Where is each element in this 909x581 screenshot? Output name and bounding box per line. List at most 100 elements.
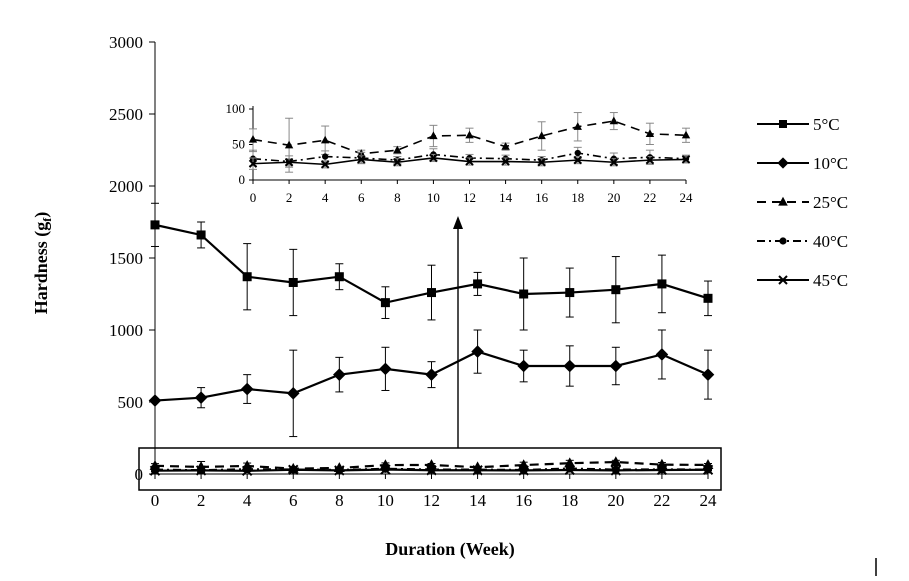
point-45c — [564, 464, 575, 476]
point-10c — [609, 359, 623, 373]
point-45c — [610, 465, 622, 476]
point-45c — [288, 464, 299, 476]
legend-marker-5c — [779, 120, 787, 128]
point-45c — [518, 465, 529, 476]
point-10c — [286, 387, 300, 400]
point-45c — [195, 465, 207, 476]
x-tick-label: 20 — [607, 491, 624, 510]
point-5c — [380, 298, 390, 308]
legend-label-10c: 10°C — [813, 154, 848, 173]
point-10c — [563, 359, 577, 373]
inset-background — [200, 98, 700, 210]
point-45c — [380, 464, 391, 475]
inset-point-25c — [429, 131, 438, 140]
point-45c — [656, 464, 668, 476]
y-tick-label: 500 — [118, 393, 144, 412]
point-45c — [334, 465, 345, 476]
x-tick-label: 4 — [243, 491, 252, 510]
legend-marker-25c — [778, 196, 788, 206]
zoom-arrow-head — [453, 216, 463, 229]
inset-point-45c — [537, 158, 546, 167]
y-tick-label: 2000 — [109, 177, 143, 196]
point-5c — [565, 288, 575, 298]
point-5c — [150, 220, 160, 230]
y-axis-title-close: ) — [31, 212, 52, 218]
inset-point-25c — [393, 145, 402, 154]
point-10c — [148, 394, 162, 407]
x-tick-label: 12 — [423, 491, 440, 510]
point-45c — [241, 465, 253, 477]
inset-point-45c — [609, 158, 619, 167]
inset-x-tick-label: 6 — [358, 190, 365, 205]
x-tick-label: 10 — [377, 491, 394, 510]
legend-label-25c: 25°C — [813, 193, 848, 212]
inset-x-tick-label: 16 — [535, 190, 549, 205]
point-5c — [196, 230, 206, 240]
x-tick-label: 6 — [289, 491, 298, 510]
y-tick-label: 3000 — [109, 33, 143, 52]
inset-point-45c — [465, 157, 474, 166]
inset-point-25c — [537, 131, 546, 140]
inset-point-25c — [284, 140, 294, 149]
point-5c — [703, 293, 713, 303]
inset-y-tick-label: 50 — [232, 137, 245, 152]
point-45c — [149, 465, 161, 476]
point-5c — [657, 279, 667, 289]
point-45c — [702, 464, 714, 476]
inset-point-45c — [681, 155, 691, 164]
inset-x-tick-label: 20 — [607, 190, 620, 205]
point-5c — [427, 288, 436, 298]
inset-x-tick-label: 22 — [643, 190, 656, 205]
y-tick-label: 2500 — [109, 105, 143, 124]
x-tick-label: 8 — [335, 491, 344, 510]
legend-marker-10c — [777, 157, 789, 169]
y-axis-title-main: Hardness (g — [31, 222, 52, 315]
x-tick-label: 22 — [653, 491, 670, 510]
inset-point-25c — [248, 134, 258, 143]
x-tick-label: 14 — [469, 491, 487, 510]
point-45c — [426, 465, 437, 476]
point-5c — [242, 272, 252, 282]
point-10c — [333, 368, 346, 381]
inset-point-40c — [574, 149, 581, 157]
inset-point-25c — [465, 130, 474, 139]
inset-x-tick-label: 12 — [463, 190, 476, 205]
inset-point-45c — [248, 159, 258, 168]
inset-point-25c — [573, 122, 582, 130]
inset-point-45c — [320, 160, 330, 169]
point-45c — [472, 465, 483, 476]
inset-point-45c — [284, 158, 294, 167]
x-tick-label: 0 — [151, 491, 160, 510]
y-tick-label: 1500 — [109, 249, 143, 268]
inset-y-tick-label: 0 — [239, 172, 246, 187]
inset-x-tick-label: 24 — [680, 190, 694, 205]
inset-x-tick-label: 4 — [322, 190, 329, 205]
point-10c — [194, 391, 208, 404]
inset-point-45c — [501, 157, 510, 166]
point-10c — [471, 345, 484, 358]
point-10c — [517, 359, 530, 373]
x-tick-label: 18 — [561, 491, 578, 510]
inset-y-tick-label: 100 — [226, 101, 246, 116]
inset-point-45c — [393, 158, 402, 167]
point-10c — [701, 368, 715, 381]
inset-x-tick-label: 0 — [250, 190, 257, 205]
inset-point-25c — [501, 142, 510, 150]
inset-point-45c — [429, 153, 438, 163]
inset-point-45c — [357, 155, 366, 164]
y-axis-title: Hardness (gf) — [31, 212, 54, 315]
inset-x-tick-label: 8 — [394, 190, 401, 205]
legend-label-40c: 40°C — [813, 232, 848, 251]
inset-point-25c — [645, 129, 655, 137]
inset-point-25c — [681, 130, 691, 139]
point-5c — [519, 289, 529, 299]
point-5c — [473, 279, 483, 289]
zoom-box — [138, 447, 722, 491]
inset-x-tick-label: 2 — [286, 190, 293, 205]
legend-label-45c: 45°C — [813, 271, 848, 290]
y-tick-label: 1000 — [109, 321, 143, 340]
point-10c — [655, 348, 669, 361]
x-tick-label: 24 — [700, 491, 718, 510]
x-axis-title: Duration (Week) — [385, 539, 515, 560]
legend-marker-45c — [778, 275, 788, 285]
